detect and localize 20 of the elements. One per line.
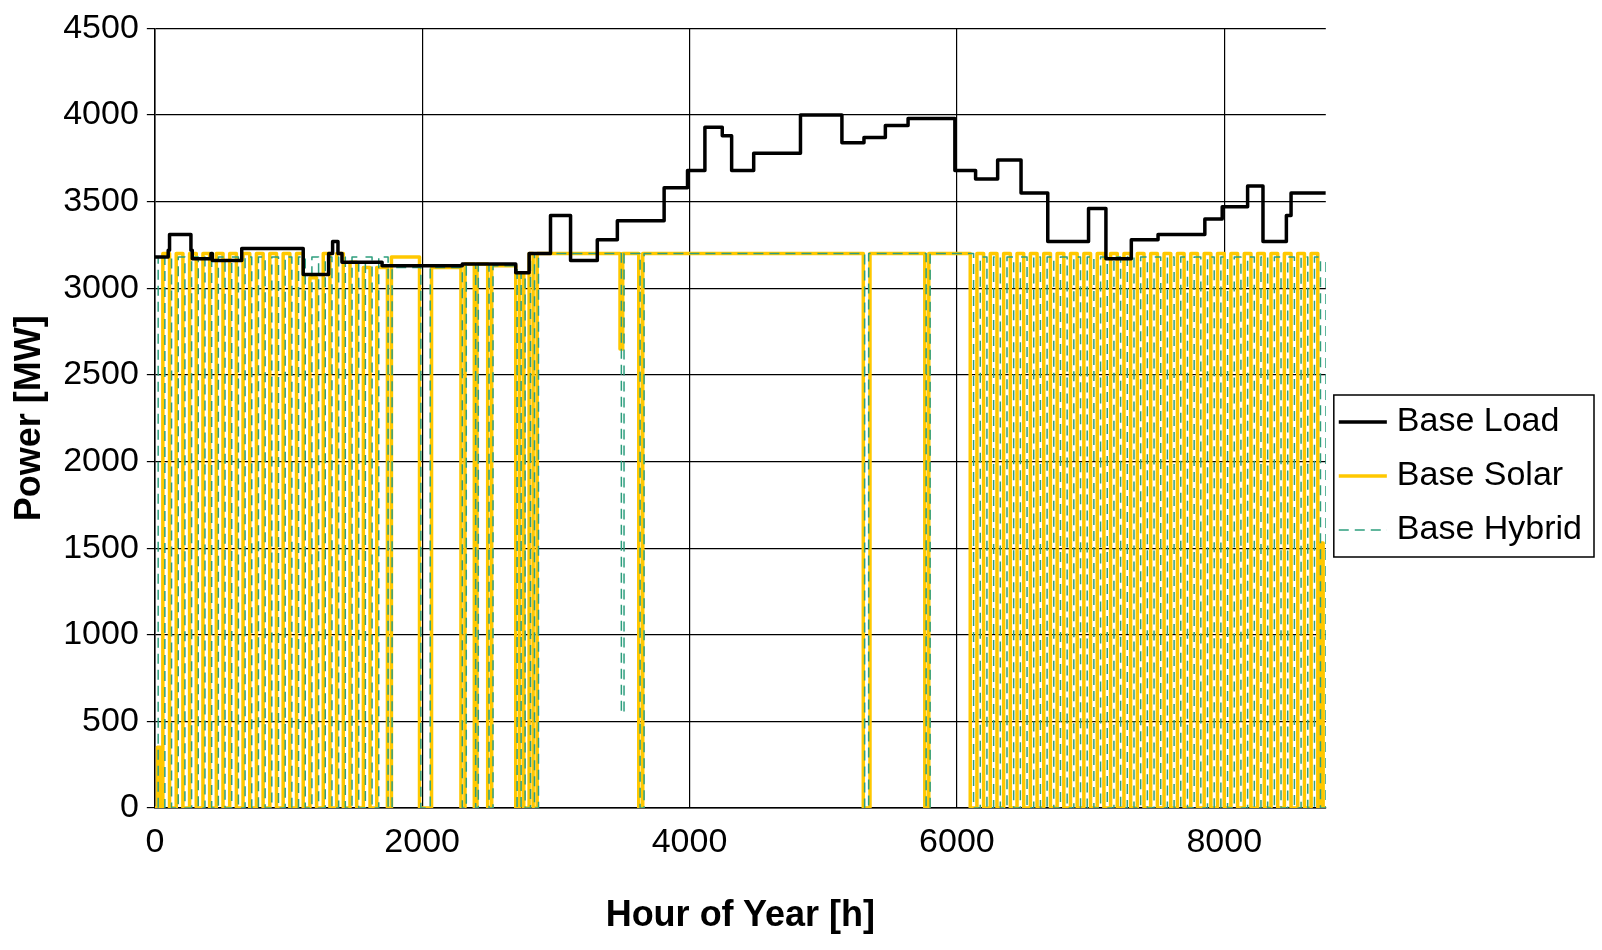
legend-label: Base Load <box>1396 400 1560 439</box>
y-axis-title: Power [MW] <box>6 315 48 522</box>
legend-label: Base Solar <box>1396 454 1564 493</box>
x-tick-label: 8000 <box>1186 820 1263 859</box>
y-tick-label: 2000 <box>63 439 139 478</box>
x-tick-label: 4000 <box>651 820 728 859</box>
y-tick-label: 2500 <box>63 353 139 392</box>
y-tick-label: 4500 <box>63 6 139 45</box>
x-tick-label: 2000 <box>384 820 460 859</box>
x-axis-title: Hour of Year [h] <box>605 893 876 935</box>
y-tick-label: 3000 <box>63 266 139 305</box>
x-tick-label: 0 <box>145 820 165 859</box>
y-tick-label: 1500 <box>63 526 139 565</box>
y-tick-label: 0 <box>119 786 139 825</box>
y-tick-label: 3500 <box>63 180 139 219</box>
legend-label: Base Hybrid <box>1396 508 1583 547</box>
y-tick-label: 4000 <box>63 93 139 132</box>
y-tick-label: 500 <box>82 699 139 738</box>
x-tick-label: 6000 <box>919 820 995 859</box>
y-tick-label: 1000 <box>63 613 139 652</box>
